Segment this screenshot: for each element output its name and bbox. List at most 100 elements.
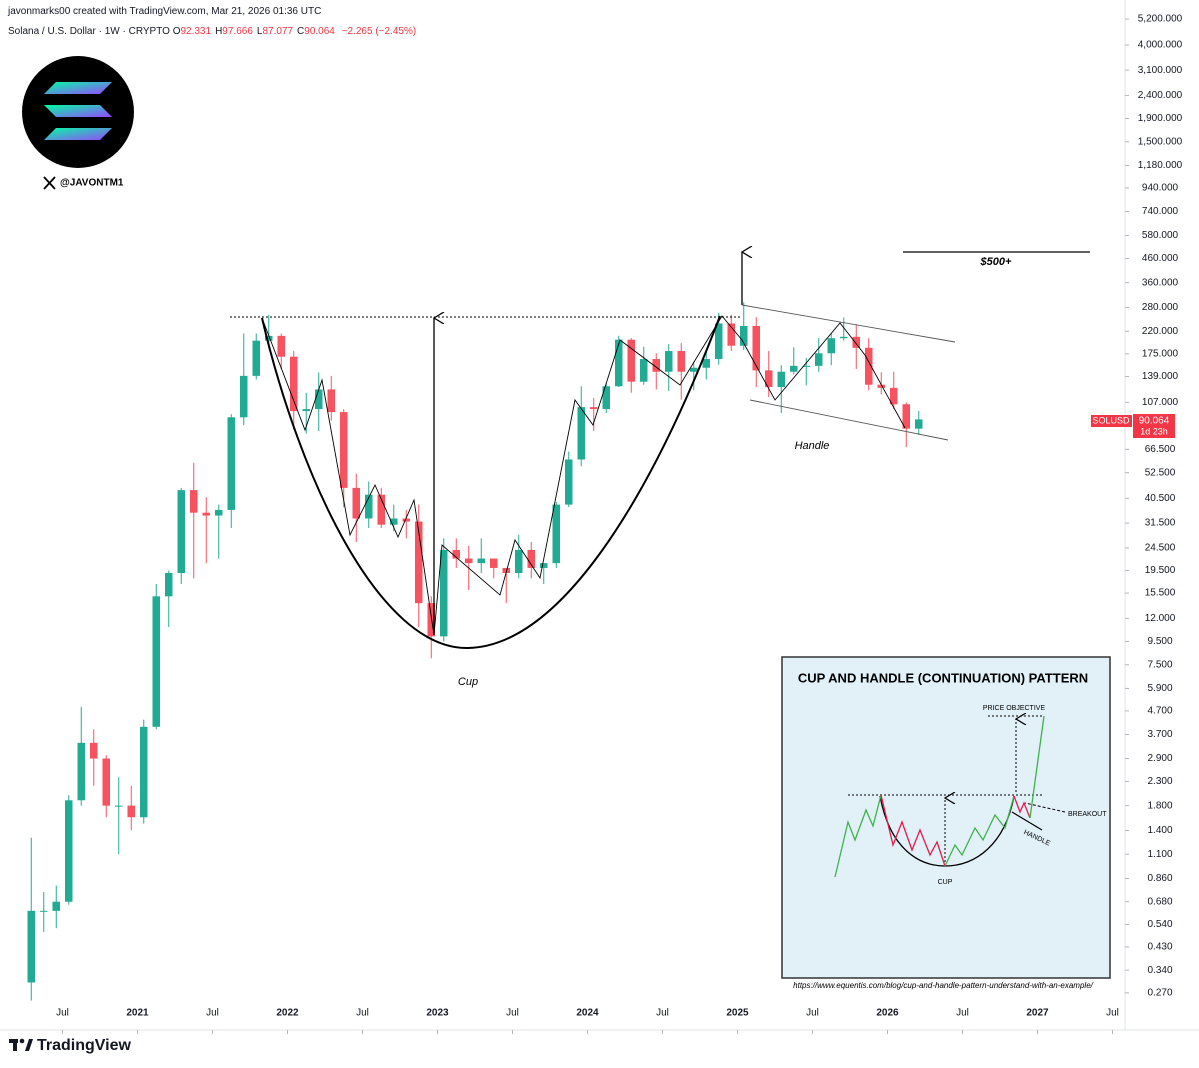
x-tick-label: Jul <box>1106 1008 1119 1019</box>
symbol-text: SOLUSD <box>1092 415 1130 425</box>
candle-body <box>452 549 460 559</box>
candle-body <box>490 558 498 568</box>
candle-body <box>177 490 185 574</box>
y-tick-label: 0.430 <box>1147 942 1172 953</box>
candle-body <box>427 603 435 637</box>
candle-body <box>790 365 798 372</box>
y-tick-label: 0.540 <box>1147 919 1172 930</box>
y-tick-label: 0.270 <box>1147 988 1172 999</box>
candle-body <box>227 417 235 510</box>
candle-body <box>665 351 673 372</box>
candle-body <box>740 326 748 346</box>
y-tick-label: 7.500 <box>1147 659 1172 670</box>
cup-label: Cup <box>458 676 478 688</box>
channel-top <box>741 304 956 343</box>
candle-body <box>102 758 110 806</box>
candle-body <box>127 805 135 818</box>
ohlc-value: 90.064 <box>304 26 335 37</box>
y-tick-label: 740.000 <box>1142 206 1179 217</box>
y-tick-label: 3,100.000 <box>1138 65 1183 76</box>
candle-body <box>302 409 310 412</box>
y-tick-label: 2.900 <box>1147 753 1172 764</box>
created-line: javonmarks00 created with TradingView.co… <box>8 6 322 17</box>
candle-body <box>402 518 410 522</box>
candle-body <box>627 339 635 382</box>
candle-body <box>377 494 385 525</box>
candle-body <box>477 558 485 564</box>
inset-cup: CUP <box>938 879 953 886</box>
y-tick-label: 40.500 <box>1145 493 1176 504</box>
candle-body <box>615 339 623 387</box>
y-tick-label: 1,900.000 <box>1138 113 1183 124</box>
candle-body <box>290 356 298 412</box>
y-tick-label: 15.500 <box>1145 588 1176 599</box>
y-tick-label: 1.800 <box>1147 800 1172 811</box>
candle-body <box>215 509 223 516</box>
ohlc-value: 97.666 <box>222 26 253 37</box>
x-tick-label: 2021 <box>126 1008 149 1019</box>
y-tick-label: 31.500 <box>1145 518 1176 529</box>
y-tick-label: 5.900 <box>1147 683 1172 694</box>
inset: CUP AND HANDLE (CONTINUATION) PATTERN PR… <box>781 656 1111 979</box>
change: −2.265 <box>341 26 373 37</box>
x-tick-label: Jul <box>206 1008 219 1019</box>
change-pct: (−2.45%) <box>375 26 417 37</box>
y-tick-label: 52.500 <box>1145 467 1176 478</box>
y-tick-label: 12.000 <box>1145 613 1176 624</box>
y-tick-label: 139.000 <box>1142 371 1179 382</box>
brand-logo <box>9 1038 33 1051</box>
ohlc-value: 92.331 <box>180 26 212 37</box>
y-tick-label: 175.000 <box>1142 348 1179 359</box>
y-tick-label: 2,400.000 <box>1138 90 1183 101</box>
cup-curve <box>261 315 721 650</box>
candle-body <box>415 521 423 604</box>
candle-body <box>365 494 373 519</box>
candle-body <box>465 558 473 564</box>
y-tick-label: 360.000 <box>1142 277 1179 288</box>
candle-body <box>890 387 898 405</box>
candle-body <box>165 573 173 597</box>
candle-body <box>527 549 535 568</box>
x-tick-label: 2023 <box>426 1008 449 1019</box>
candle-body <box>140 726 148 818</box>
y-tick-label: 460.000 <box>1142 253 1179 264</box>
inset-breakout: BREAKOUT <box>1068 811 1107 818</box>
zigzag <box>261 315 906 636</box>
candle-body <box>277 335 285 357</box>
candle-body <box>552 504 560 564</box>
candle-body <box>40 910 48 912</box>
x-icon <box>43 176 56 190</box>
candle-body <box>115 805 123 807</box>
candle-body <box>815 353 823 366</box>
y-tick-label: 9.500 <box>1147 636 1172 647</box>
ohlc-label: L <box>256 26 263 37</box>
candle-body <box>865 347 873 385</box>
y-tick-label: 1,500.000 <box>1138 136 1183 147</box>
candle-body <box>577 407 585 460</box>
candle-body <box>440 549 448 637</box>
y-tick-label: 0.860 <box>1147 873 1172 884</box>
x-tick-label: Jul <box>356 1008 369 1019</box>
y-tick-label: 4.700 <box>1147 706 1172 717</box>
candle-body <box>240 375 248 418</box>
target-label: $500+ <box>980 256 1012 268</box>
ohlc-label: H <box>215 26 223 37</box>
candles <box>27 302 923 1001</box>
y-tick-label: 1,180.000 <box>1138 160 1183 171</box>
drawings <box>230 252 1090 650</box>
candle-body <box>827 338 835 354</box>
candle-body <box>602 386 610 410</box>
candle-body <box>915 419 923 429</box>
candle-body <box>590 407 598 410</box>
x-tick-label: Jul <box>506 1008 519 1019</box>
candle-body <box>727 323 735 346</box>
inset-price-objective: PRICE OBJECTIVE <box>983 705 1046 712</box>
candle-body <box>840 336 848 339</box>
x-tick-label: Jul <box>56 1008 69 1019</box>
y-tick-label: 19.500 <box>1145 565 1176 576</box>
x-tick-label: Jul <box>806 1008 819 1019</box>
candle-body <box>327 389 335 413</box>
y-tick-label: 1.400 <box>1147 825 1172 836</box>
candle-body <box>315 389 323 410</box>
